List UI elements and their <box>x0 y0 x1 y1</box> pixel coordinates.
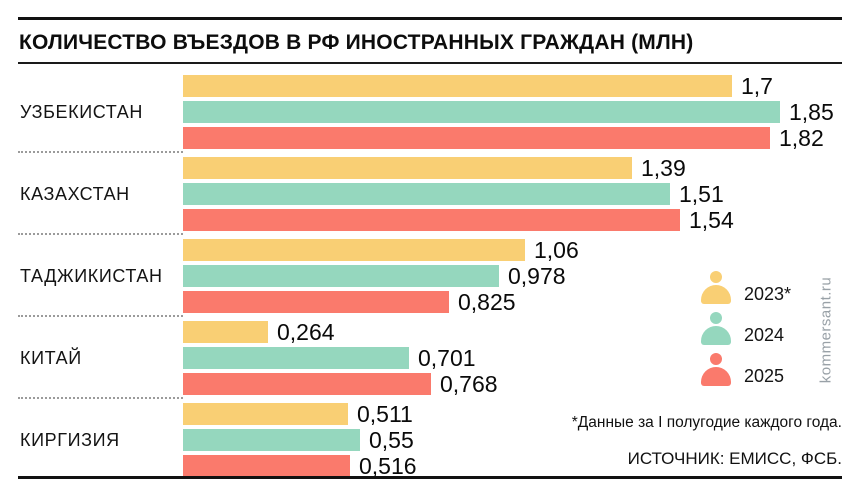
bar-row: 0,516 <box>183 452 842 479</box>
bar-value-label: 1,06 <box>534 236 579 263</box>
bottom-rule <box>18 476 842 479</box>
source: ИСТОЧНИК: ЕМИСС, ФСБ. <box>627 449 842 468</box>
bar-chart: УЗБЕКИСТАН 1,7 1,85 1,82 КАЗАХСТАН 1,39 1,51 1,… <box>18 71 842 481</box>
bar-row: 0,55 <box>183 426 842 453</box>
bar-row: 0,825 <box>183 288 842 315</box>
group-separator <box>18 315 183 317</box>
country-bars: 1,7 1,85 1,82 <box>183 71 842 153</box>
country-bars: 0,511 0,55 0,516 <box>183 399 842 481</box>
bar-row: 0,768 <box>183 370 842 397</box>
bar-row: 0,978 <box>183 262 842 289</box>
legend: 2023* 2024 2025 <box>701 271 791 394</box>
country-group: КИТАЙ 0,264 0,701 0,768 <box>18 317 842 399</box>
chart-title: КОЛИЧЕСТВО ВЪЕЗДОВ В РФ ИНОСТРАННЫХ ГРАЖ… <box>19 31 694 54</box>
legend-label: 2024 <box>744 325 785 345</box>
bar-row: 1,06 <box>183 236 842 263</box>
bar-2025-2 <box>183 209 680 231</box>
bar-row: 1,82 <box>183 124 842 151</box>
country-group: КАЗАХСТАН 1,39 1,51 1,54 <box>18 153 842 235</box>
country-label: УЗБЕКИСТАН <box>20 101 143 122</box>
legend-label: 2023* <box>744 284 792 304</box>
bar-value-label: 1,39 <box>641 154 686 181</box>
bar-2024-1 <box>183 101 780 123</box>
person-icon <box>701 312 731 345</box>
bar-value-label: 1,82 <box>779 124 824 151</box>
bar-2023-5 <box>183 403 348 425</box>
bar-2025-3 <box>183 291 449 313</box>
bar-2024-3 <box>183 265 499 287</box>
country-bars: 0,264 0,701 0,768 <box>183 317 842 399</box>
bar-value-label: 1,85 <box>789 98 834 125</box>
bar-2025-5 <box>183 455 350 477</box>
bar-2025-4 <box>183 373 431 395</box>
country-label: КИТАЙ <box>20 347 82 368</box>
bar-value-label: 0,55 <box>369 426 414 453</box>
bar-2023-1 <box>183 75 732 97</box>
country-group: КИРГИЗИЯ 0,511 0,55 0,516 <box>18 399 842 481</box>
person-head <box>710 312 722 324</box>
country-label: КАЗАХСТАН <box>20 183 130 204</box>
person-head <box>710 353 722 365</box>
footnote: *Данные за I полугодие каждого года. <box>571 414 842 431</box>
bar-value-label: 0,516 <box>359 452 417 479</box>
bar-value-label: 0,825 <box>458 288 516 315</box>
legend-item-2024: 2024 <box>701 312 791 345</box>
group-separator <box>18 397 183 399</box>
watermark: kommersant.ru <box>817 276 835 384</box>
top-rule <box>18 17 842 20</box>
group-separator <box>18 233 183 235</box>
group-separator <box>18 151 183 153</box>
bar-row: 1,51 <box>183 180 842 207</box>
bar-value-label: 0,701 <box>418 344 476 371</box>
bar-value-label: 0,978 <box>508 262 566 289</box>
title-underline <box>18 62 842 64</box>
country-label: КИРГИЗИЯ <box>20 429 120 450</box>
legend-item-2023: 2023* <box>701 271 791 304</box>
person-icon <box>701 271 731 304</box>
bar-2025-1 <box>183 127 770 149</box>
bar-row: 1,7 <box>183 72 842 99</box>
bar-value-label: 0,511 <box>357 400 413 427</box>
bar-value-label: 1,7 <box>741 72 773 99</box>
bar-row: 1,54 <box>183 206 842 233</box>
person-body <box>701 326 731 345</box>
bar-2024-2 <box>183 183 670 205</box>
bar-row: 1,39 <box>183 154 842 181</box>
country-bars: 1,06 0,978 0,825 <box>183 235 842 317</box>
bar-value-label: 1,51 <box>679 180 724 207</box>
bar-value-label: 0,768 <box>440 370 498 397</box>
country-group: ТАДЖИКИСТАН 1,06 0,978 0,825 <box>18 235 842 317</box>
bar-2023-4 <box>183 321 268 343</box>
person-icon <box>701 353 731 386</box>
bar-2024-5 <box>183 429 360 451</box>
person-body <box>701 367 731 386</box>
person-head <box>710 271 722 283</box>
person-body <box>701 285 731 304</box>
country-group: УЗБЕКИСТАН 1,7 1,85 1,82 <box>18 71 842 153</box>
bar-row: 0,264 <box>183 318 842 345</box>
legend-label: 2025 <box>744 366 785 386</box>
bar-2023-3 <box>183 239 525 261</box>
bar-row: 0,701 <box>183 344 842 371</box>
country-bars: 1,39 1,51 1,54 <box>183 153 842 235</box>
country-label: ТАДЖИКИСТАН <box>20 265 163 286</box>
bar-2024-4 <box>183 347 409 369</box>
bar-row: 0,511 <box>183 400 842 427</box>
legend-item-2025: 2025 <box>701 353 791 386</box>
bar-2023-2 <box>183 157 632 179</box>
bar-row: 1,85 <box>183 98 842 125</box>
bar-value-label: 0,264 <box>277 318 335 345</box>
bar-value-label: 1,54 <box>689 206 734 233</box>
